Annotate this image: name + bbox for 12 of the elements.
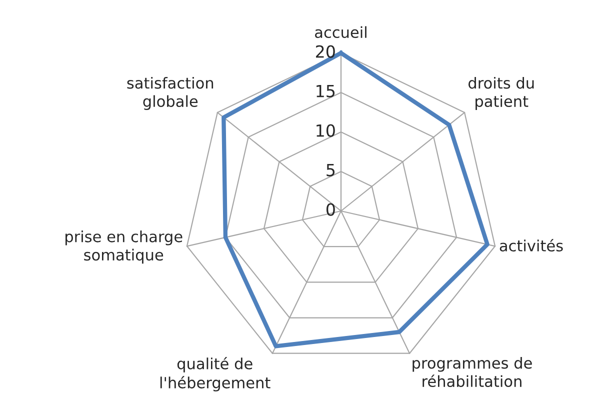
spoke-label: programmes de réhabilitation <box>412 356 532 388</box>
y-tick-label: 15 <box>316 84 335 98</box>
spoke-label: droits du patient <box>468 76 534 110</box>
spoke-label: prise en charge somatique <box>66 230 182 264</box>
spoke-label: activités <box>500 239 563 252</box>
y-tick-label: 10 <box>316 124 335 137</box>
spoke-label: qualité de l'hébergement <box>160 356 270 392</box>
spoke-label: accueil <box>315 26 366 38</box>
y-tick-label: 5 <box>326 164 335 176</box>
y-tick-label: 20 <box>316 45 335 58</box>
y-tick-label: 0 <box>326 203 335 216</box>
spoke-label: satisfaction globale <box>127 76 214 110</box>
